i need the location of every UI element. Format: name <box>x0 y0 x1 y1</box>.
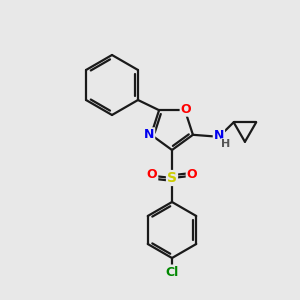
Text: N: N <box>144 128 154 141</box>
Text: H: H <box>221 139 230 149</box>
Text: O: O <box>147 167 157 181</box>
Text: O: O <box>181 103 191 116</box>
Text: N: N <box>214 129 224 142</box>
Text: O: O <box>187 167 197 181</box>
Text: S: S <box>167 171 177 185</box>
Text: Cl: Cl <box>165 266 178 278</box>
